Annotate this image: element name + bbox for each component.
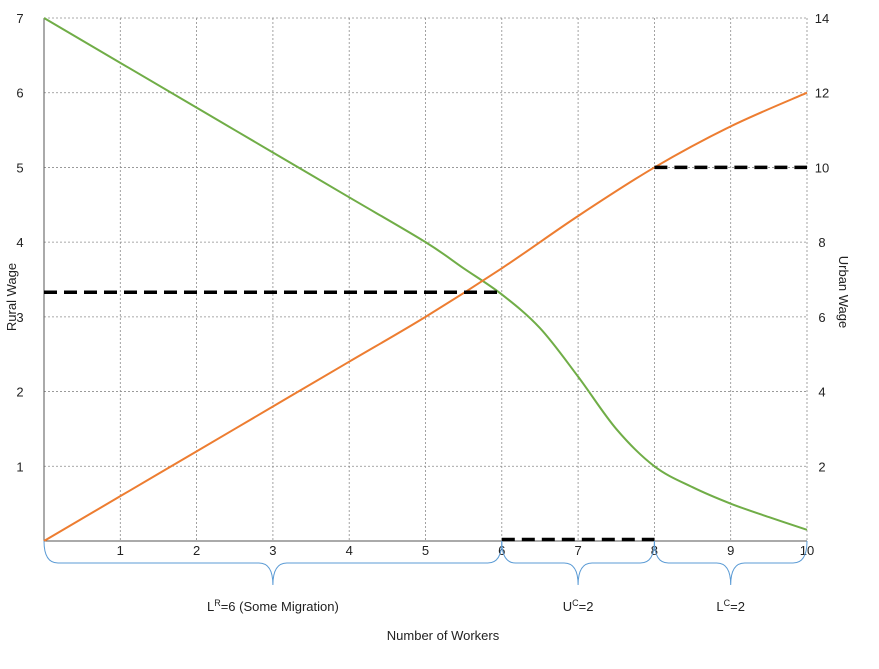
series-lines — [43, 17, 808, 542]
y-tick-label-right: 14 — [815, 11, 829, 26]
x-tick-label: 1 — [117, 543, 124, 558]
braces — [43, 540, 808, 586]
y-tick-label-left: 2 — [16, 385, 23, 400]
x-tick-label: 7 — [574, 543, 581, 558]
brace — [653, 540, 808, 586]
y-tick-label-right: 12 — [815, 86, 829, 101]
x-axis-title: Number of Workers — [387, 628, 500, 643]
brace-label: LR=6 (Some Migration) — [207, 598, 339, 614]
x-tick-label: 9 — [727, 543, 734, 558]
rural-wage-line — [43, 17, 808, 531]
brace-label: UC=2 — [563, 598, 594, 614]
x-tick-label: 4 — [346, 543, 353, 558]
y-tick-label-left: 1 — [16, 459, 23, 474]
x-tick-label: 2 — [193, 543, 200, 558]
y-tick-label-left: 5 — [16, 160, 23, 175]
y-axis-left-title: Rural Wage — [4, 263, 19, 331]
brace — [43, 540, 503, 586]
y-tick-label-right: 8 — [818, 235, 825, 250]
y-tick-label-left: 6 — [16, 86, 23, 101]
y-tick-label-right: 10 — [815, 160, 829, 175]
urban-wage-line — [43, 91, 808, 542]
y-axis-right-title: Urban Wage — [836, 256, 851, 329]
brace — [501, 540, 655, 586]
y-tick-label-right: 6 — [818, 310, 825, 325]
x-tick-label: 3 — [269, 543, 276, 558]
brace-label: LC=2 — [716, 598, 745, 614]
x-tick-label: 10 — [800, 543, 814, 558]
x-tick-label: 6 — [498, 543, 505, 558]
y-tick-label-left: 3 — [16, 310, 23, 325]
x-tick-label: 5 — [422, 543, 429, 558]
y-tick-label-right: 2 — [818, 459, 825, 474]
y-tick-label-left: 7 — [16, 11, 23, 26]
labels: Number of Workers Rural Wage Urban Wage … — [4, 256, 851, 643]
x-tick-label: 8 — [651, 543, 658, 558]
y-tick-label-left: 4 — [16, 235, 23, 250]
dashed-reference-lines — [44, 165, 807, 542]
y-tick-label-right: 4 — [818, 385, 825, 400]
